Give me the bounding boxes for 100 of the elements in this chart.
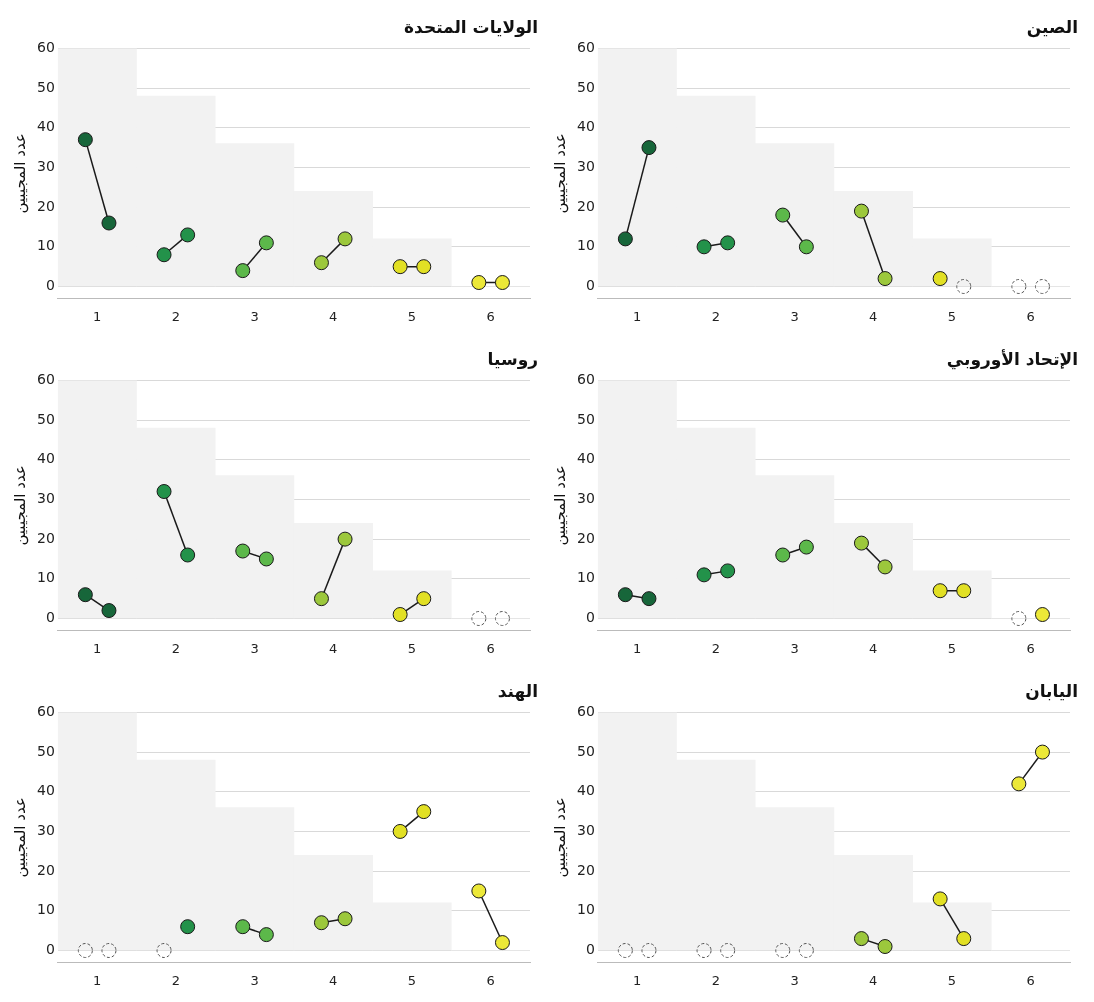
point	[798, 239, 814, 255]
chart-title: روسيا	[487, 348, 538, 370]
x-tick-label: 4	[329, 308, 338, 324]
point	[853, 931, 869, 947]
y-tick-label: 60	[36, 39, 55, 56]
point	[720, 563, 736, 579]
x-tick-label: 2	[171, 640, 180, 656]
x-tick-label: 3	[790, 308, 799, 324]
y-axis-title: عدد المجيبين	[550, 465, 569, 546]
point	[235, 543, 251, 559]
y-tick-label: 30	[36, 490, 55, 507]
y-tick-label: 30	[36, 158, 55, 175]
point	[77, 587, 93, 603]
y-axis-title: عدد المجيبين	[10, 465, 29, 546]
point	[775, 547, 791, 563]
point	[798, 539, 814, 555]
x-tick-label: 4	[869, 972, 878, 988]
y-tick-label: 0	[45, 941, 55, 958]
point	[258, 551, 274, 567]
x-tick-label: 1	[93, 308, 102, 324]
x-tick-label: 2	[171, 972, 180, 988]
y-tick-label: 10	[576, 901, 595, 918]
x-tick-label: 3	[250, 972, 259, 988]
y-tick-label: 10	[36, 901, 55, 918]
point	[1011, 611, 1027, 626]
x-tick-label: 6	[486, 972, 495, 988]
point	[1011, 279, 1027, 294]
point	[956, 279, 972, 294]
y-tick-label: 40	[36, 450, 55, 467]
x-tick-label: 5	[947, 640, 957, 656]
y-tick-label: 20	[36, 529, 55, 546]
point	[853, 535, 869, 551]
x-tick-label: 6	[1026, 308, 1035, 324]
point	[313, 591, 329, 607]
y-tick-label: 0	[585, 941, 595, 958]
point	[392, 607, 408, 623]
y-tick-label: 10	[36, 237, 55, 254]
point	[337, 231, 353, 247]
point	[956, 583, 972, 599]
x-tick-label: 3	[250, 640, 259, 656]
x-tick-label: 6	[486, 640, 495, 656]
y-tick-label: 40	[36, 782, 55, 799]
y-tick-label: 40	[576, 450, 595, 467]
y-tick-label: 60	[576, 703, 595, 720]
point	[471, 275, 487, 291]
y-tick-label: 50	[36, 78, 55, 95]
chart-title: الهند	[497, 680, 538, 702]
point	[932, 271, 948, 287]
x-tick-label: 5	[407, 972, 417, 988]
y-axis-title: عدد المجيبين	[550, 797, 569, 878]
y-tick-label: 50	[576, 742, 595, 759]
x-tick-label: 6	[1026, 640, 1035, 656]
point	[798, 943, 814, 958]
point	[775, 207, 791, 223]
y-tick-label: 20	[576, 861, 595, 878]
point	[617, 231, 633, 247]
y-tick-label: 10	[36, 569, 55, 586]
point	[235, 919, 251, 935]
point	[1034, 607, 1050, 623]
y-tick-label: 60	[36, 703, 55, 720]
y-tick-label: 50	[36, 742, 55, 759]
x-tick-label: 2	[171, 308, 180, 324]
point	[877, 939, 893, 955]
point	[853, 203, 869, 219]
point	[337, 531, 353, 547]
y-tick-label: 20	[36, 197, 55, 214]
point	[156, 484, 172, 500]
point	[617, 587, 633, 603]
x-tick-label: 4	[869, 640, 878, 656]
point	[258, 235, 274, 251]
point	[101, 215, 117, 231]
point	[392, 259, 408, 275]
x-tick-label: 3	[790, 972, 799, 988]
point	[313, 255, 329, 271]
point	[956, 931, 972, 947]
y-tick-label: 30	[576, 490, 595, 507]
y-tick-label: 20	[576, 197, 595, 214]
point	[775, 943, 791, 958]
y-tick-label: 30	[36, 822, 55, 839]
x-tick-label: 2	[711, 640, 720, 656]
x-tick-label: 3	[250, 308, 259, 324]
point	[235, 263, 251, 279]
point	[1034, 279, 1050, 294]
x-tick-label: 5	[947, 308, 957, 324]
point	[494, 275, 510, 291]
point	[696, 943, 712, 958]
x-tick-label: 1	[93, 640, 102, 656]
chart-title: الإتحاد الأوروبي	[946, 348, 1078, 370]
point	[77, 943, 93, 958]
point	[258, 927, 274, 943]
y-axis-title: عدد المجيبين	[550, 133, 569, 214]
point	[1034, 744, 1050, 760]
x-tick-label: 5	[947, 972, 957, 988]
point	[932, 891, 948, 907]
point	[494, 611, 510, 626]
y-tick-label: 50	[36, 410, 55, 427]
y-axis-title: عدد المجيبين	[10, 797, 29, 878]
point	[720, 943, 736, 958]
y-tick-label: 60	[36, 371, 55, 388]
chart-title: الولايات المتحدة	[404, 16, 538, 38]
